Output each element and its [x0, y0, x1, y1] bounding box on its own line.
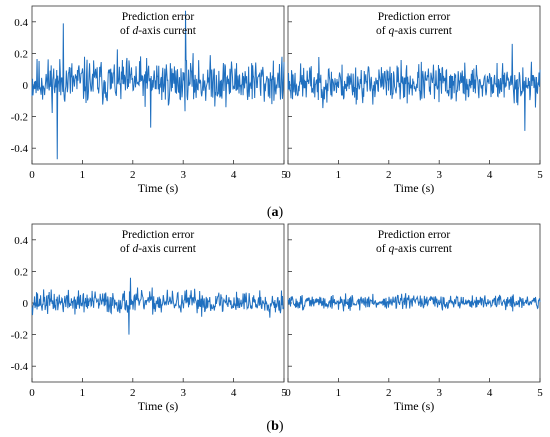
y-tick-label: 0: [23, 298, 29, 310]
y-ticks: [31, 239, 285, 382]
x-tick-label: 1: [80, 169, 86, 181]
chart-title-line1: Prediction error: [122, 11, 195, 23]
y-tick-label: 0: [23, 80, 29, 92]
y-tick-label: 0.2: [14, 266, 28, 278]
x-tick-label: 4: [487, 387, 493, 399]
x-axis-label: Time (s): [138, 399, 179, 413]
x-tick-label: 4: [231, 387, 237, 399]
x-tick-label: 1: [336, 169, 342, 181]
x-tick-label: 2: [130, 387, 136, 399]
x-axis-label: Time (s): [394, 399, 435, 413]
title-suffix: -axis current: [138, 25, 197, 37]
x-tick-label: 5: [537, 387, 543, 399]
error-series-line: [287, 43, 541, 131]
x-tick-labels: 0 1 2 3 4 5: [29, 169, 287, 181]
y-tick-label: 0.2: [14, 48, 28, 60]
y-tick-label: 0.4: [14, 17, 28, 29]
x-tick-label: 2: [386, 387, 392, 399]
x-tick-label: 2: [386, 169, 392, 181]
x-axis-label: Time (s): [394, 181, 435, 195]
x-tick-label: 5: [281, 169, 287, 181]
caption-open: (: [266, 419, 271, 434]
y-ticks: [31, 21, 285, 164]
x-tick-label: 5: [537, 169, 543, 181]
x-tick-label: 3: [180, 169, 186, 181]
x-tick-label: 1: [80, 387, 86, 399]
chart-title-line2: of q-axis current: [376, 25, 453, 37]
y-tick-label: -0.4: [11, 361, 29, 373]
title-prefix: of: [120, 243, 132, 255]
chart-title-line2: of d-axis current: [120, 243, 197, 255]
x-tick-label: 4: [231, 169, 237, 181]
y-tick-label: -0.4: [11, 143, 29, 155]
title-variable: q: [388, 25, 394, 37]
y-tick-labels: -0.4 -0.2 0 0.2 0.4: [11, 235, 29, 373]
title-prefix: of: [376, 25, 388, 37]
x-tick-label: 2: [130, 169, 136, 181]
caption-a: (a): [267, 205, 284, 220]
chart-title-line1: Prediction error: [378, 11, 451, 23]
title-suffix: -axis current: [138, 243, 197, 255]
title-prefix: of: [120, 25, 132, 37]
y-ticks: [287, 21, 541, 164]
chart-title-line2: of d-axis current: [120, 25, 197, 37]
x-tick-labels: 0 1 2 3 4 5: [285, 169, 543, 181]
x-tick-label: 0: [29, 387, 35, 399]
chart-title-line2: of q-axis current: [376, 243, 453, 255]
y-tick-label: -0.2: [11, 330, 28, 342]
error-series-line: [31, 277, 285, 335]
x-tick-label: 0: [285, 387, 291, 399]
x-tick-label: 1: [336, 387, 342, 399]
x-tick-label: 5: [281, 387, 287, 399]
panel-b-right: 0 1 2 3 4 5 Prediction error of q-axis curren…: [285, 223, 543, 413]
error-series-line: [31, 10, 285, 160]
title-variable: d: [132, 25, 138, 37]
caption-b: (b): [266, 419, 283, 434]
x-tick-label: 3: [436, 169, 442, 181]
chart-title-line1: Prediction error: [378, 229, 451, 241]
caption-letter: b: [271, 419, 279, 434]
x-tick-label: 3: [436, 387, 442, 399]
caption-open: (: [267, 205, 272, 220]
x-tick-label: 0: [285, 169, 291, 181]
title-prefix: of: [376, 243, 388, 255]
x-tick-labels: 0 1 2 3 4 5: [29, 387, 287, 399]
x-tick-label: 4: [487, 169, 493, 181]
title-suffix: -axis current: [394, 25, 453, 37]
x-tick-label: 0: [29, 169, 35, 181]
y-tick-labels: -0.4 -0.2 0 0.2 0.4: [11, 17, 29, 155]
x-tick-label: 3: [180, 387, 186, 399]
x-tick-labels: 0 1 2 3 4 5: [285, 387, 543, 399]
caption-close: ): [279, 419, 284, 434]
y-tick-label: 0.4: [14, 235, 28, 247]
title-variable: d: [132, 243, 138, 255]
chart-title-line1: Prediction error: [122, 229, 195, 241]
title-suffix: -axis current: [394, 243, 453, 255]
title-variable: q: [388, 243, 394, 255]
caption-close: ): [279, 205, 284, 220]
panel-a-right: 0 1 2 3 4 5 Prediction error of q-axis curren…: [285, 5, 543, 195]
x-axis-label: Time (s): [138, 181, 179, 195]
y-ticks: [287, 239, 541, 382]
error-series-line: [287, 293, 541, 312]
caption-letter: a: [272, 205, 279, 220]
y-tick-label: -0.2: [11, 112, 28, 124]
